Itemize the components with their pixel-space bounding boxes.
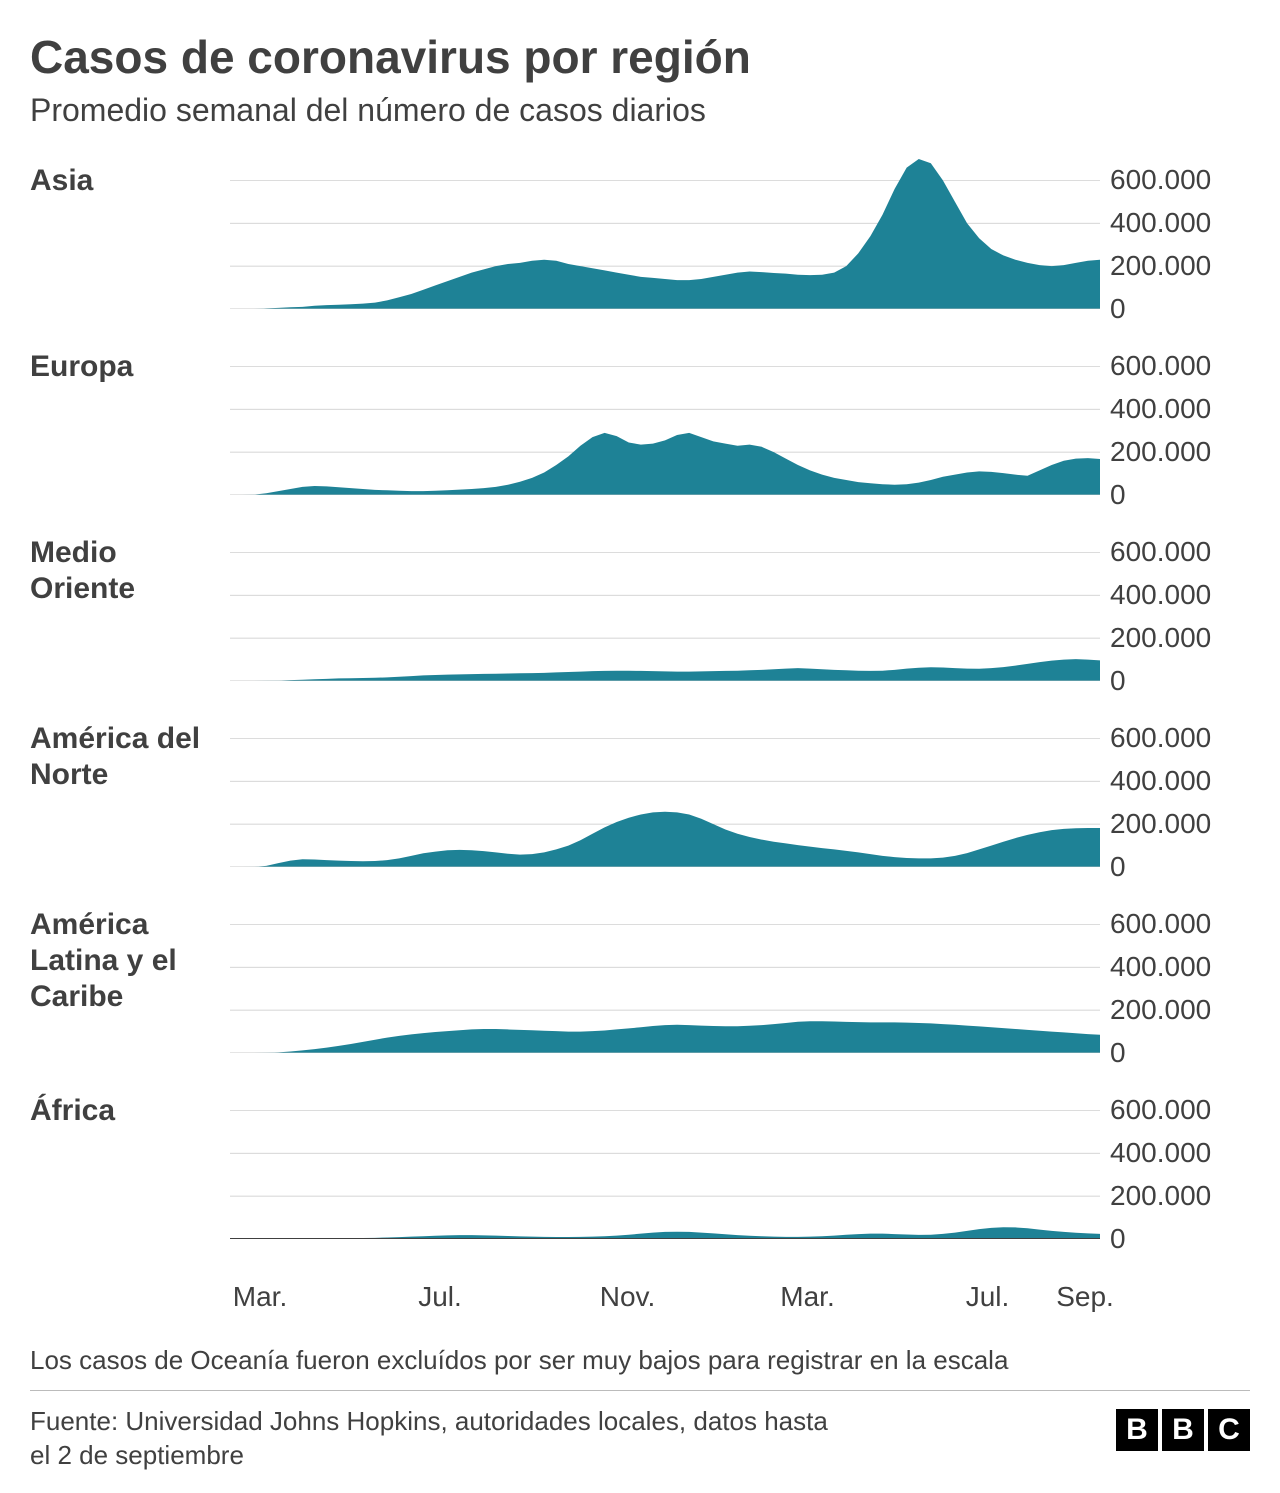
y-tick-label: 200.000: [1110, 1182, 1211, 1210]
y-tick-label: 0: [1110, 1039, 1126, 1067]
chart-note: Los casos de Oceanía fueron excluídos po…: [30, 1345, 1250, 1376]
y-tick-labels: 600.000400.000200.0000: [1100, 531, 1250, 681]
x-tick-label: Jul.: [418, 1281, 462, 1313]
x-tick-label: Sep.: [1056, 1281, 1114, 1313]
y-tick-label: 0: [1110, 1225, 1126, 1253]
y-tick-label: 400.000: [1110, 395, 1211, 423]
y-tick-labels: 600.000400.000200.0000: [1100, 903, 1250, 1053]
chart-row: Asia600.000400.000200.0000: [30, 159, 1250, 309]
y-tick-label: 400.000: [1110, 209, 1211, 237]
footer-divider: [30, 1390, 1250, 1391]
region-label: Europa: [30, 345, 230, 495]
y-tick-label: 200.000: [1110, 438, 1211, 466]
region-label: América del Norte: [30, 717, 230, 867]
small-multiples-container: Asia 600.000 400.000 200.000 0 Europa 600.000 4…: [30, 159, 1250, 1275]
x-tick-label: Nov.: [600, 1281, 656, 1313]
chart-title: Casos de coronavirus por región: [30, 30, 1250, 84]
y-tick-label: 200.000: [1110, 624, 1211, 652]
y-tick-label: 200.000: [1110, 252, 1211, 280]
y-tick-label: 600.000: [1110, 910, 1211, 938]
chart-plot: [230, 1089, 1100, 1239]
y-tick-labels: 600.000400.000200.0000: [1100, 159, 1250, 309]
region-label: Asia: [30, 159, 230, 309]
chart-plot: [230, 159, 1100, 309]
y-tick-label: 600.000: [1110, 1096, 1211, 1124]
y-tick-labels: 600.000400.000200.0000: [1100, 717, 1250, 867]
y-tick-label: 0: [1110, 853, 1126, 881]
y-tick-label: 400.000: [1110, 581, 1211, 609]
y-tick-label: 0: [1110, 295, 1126, 323]
footer-row: Fuente: Universidad Johns Hopkins, autor…: [30, 1405, 1250, 1473]
chart-plot: [230, 345, 1100, 495]
chart-plot: [230, 903, 1100, 1053]
chart-row: Europa600.000400.000200.0000: [30, 345, 1250, 495]
region-label: Medio Oriente: [30, 531, 230, 681]
y-tick-label: 400.000: [1110, 1139, 1211, 1167]
chart-row: África600.000400.000200.0000: [30, 1089, 1250, 1239]
y-tick-label: 400.000: [1110, 767, 1211, 795]
chart-plot: [230, 531, 1100, 681]
x-tick-label: Mar.: [233, 1281, 287, 1313]
y-tick-label: 600.000: [1110, 352, 1211, 380]
y-tick-label: 200.000: [1110, 996, 1211, 1024]
y-tick-label: 600.000: [1110, 724, 1211, 752]
chart-row: América del Norte600.000400.000200.0000: [30, 717, 1250, 867]
y-tick-label: 600.000: [1110, 538, 1211, 566]
y-tick-label: 400.000: [1110, 953, 1211, 981]
y-tick-label: 600.000: [1110, 166, 1211, 194]
region-label: América Latina y el Caribe: [30, 903, 230, 1053]
y-tick-label: 0: [1110, 667, 1126, 695]
chart-row: Medio Oriente600.000400.000200.0000: [30, 531, 1250, 681]
y-tick-label: 200.000: [1110, 810, 1211, 838]
chart-row: América Latina y el Caribe 600.000 400.000…: [30, 903, 1250, 1053]
region-label: África: [30, 1089, 230, 1239]
bbc-logo-block: B: [1162, 1409, 1204, 1451]
y-tick-labels: 600.000400.000200.0000: [1100, 345, 1250, 495]
chart-plot: [230, 717, 1100, 867]
x-tick-label: Mar.: [780, 1281, 834, 1313]
chart-subtitle: Promedio semanal del número de casos dia…: [30, 92, 1250, 129]
y-tick-labels: 600.000400.000200.0000: [1100, 1089, 1250, 1239]
x-tick-label: Jul.: [966, 1281, 1010, 1313]
x-axis-row: Mar. Jul. Nov. Mar. Jul. Sep.: [30, 1275, 1250, 1325]
bbc-logo-block: C: [1208, 1409, 1250, 1451]
y-tick-label: 0: [1110, 481, 1126, 509]
source-text: Fuente: Universidad Johns Hopkins, autor…: [30, 1405, 850, 1473]
x-axis: Mar.Jul.Nov.Mar.Jul.Sep.: [230, 1275, 1100, 1325]
bbc-logo-block: B: [1116, 1409, 1158, 1451]
bbc-logo: BBC: [1116, 1405, 1250, 1451]
